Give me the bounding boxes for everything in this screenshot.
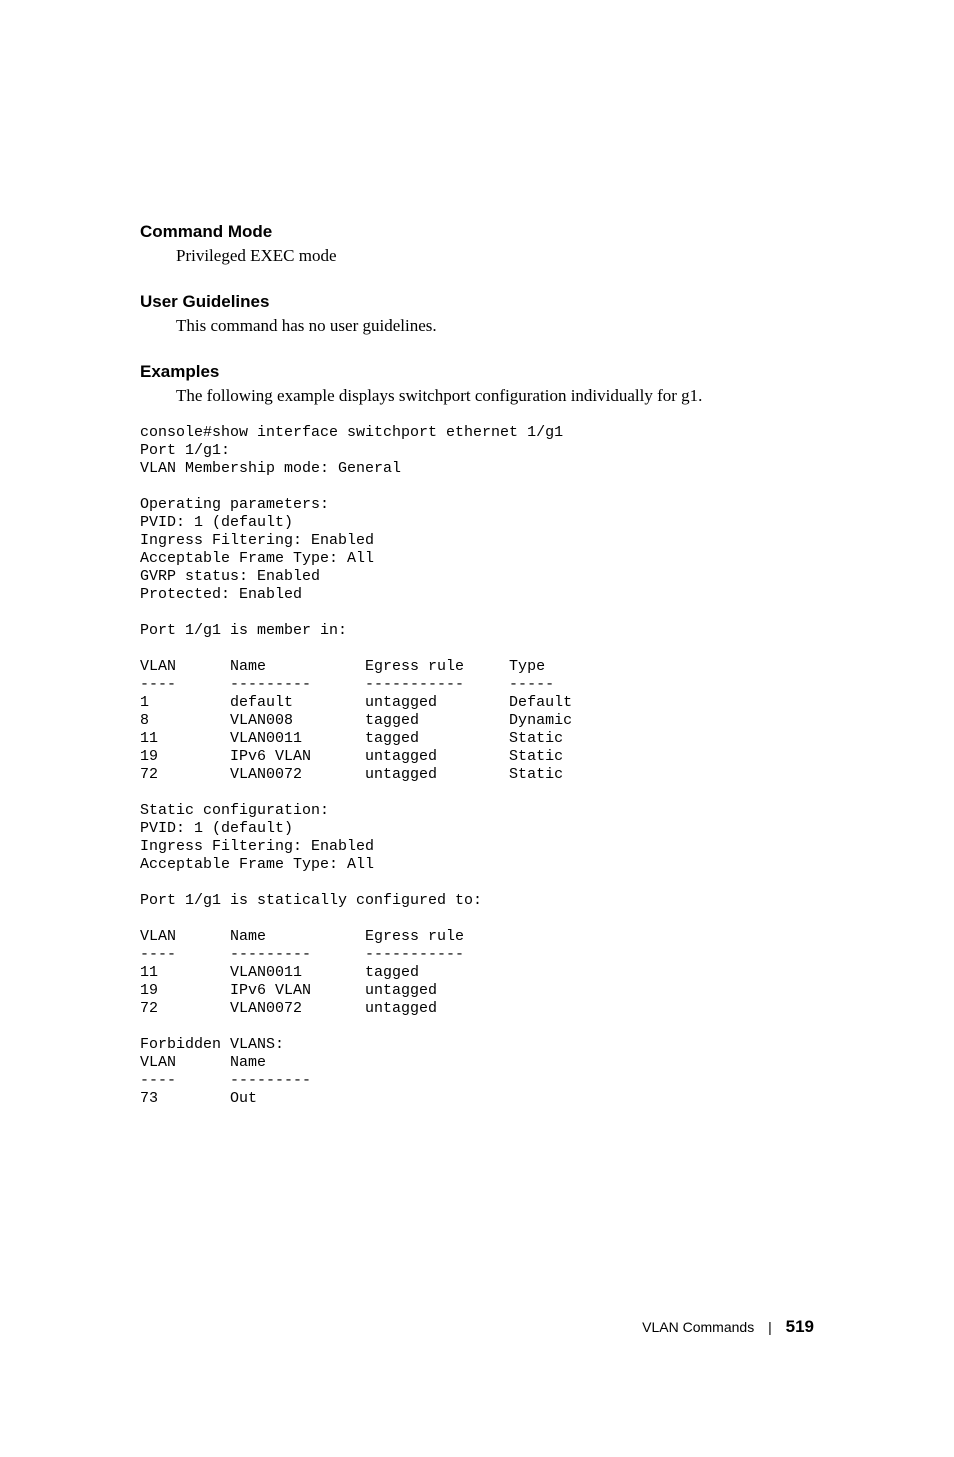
heading-examples: Examples bbox=[140, 362, 814, 382]
body-user-guidelines: This command has no user guidelines. bbox=[176, 316, 814, 336]
section-user-guidelines: User Guidelines This command has no user… bbox=[140, 292, 814, 336]
footer-page-number: 519 bbox=[786, 1317, 814, 1336]
page-container: Command Mode Privileged EXEC mode User G… bbox=[0, 222, 954, 1457]
code-output: console#show interface switchport ethern… bbox=[140, 424, 814, 1108]
section-examples: Examples The following example displays … bbox=[140, 362, 814, 406]
body-command-mode: Privileged EXEC mode bbox=[176, 246, 814, 266]
section-command-mode: Command Mode Privileged EXEC mode bbox=[140, 222, 814, 266]
footer-section: VLAN Commands bbox=[642, 1319, 754, 1335]
heading-user-guidelines: User Guidelines bbox=[140, 292, 814, 312]
body-examples: The following example displays switchpor… bbox=[176, 386, 814, 406]
heading-command-mode: Command Mode bbox=[140, 222, 814, 242]
page-footer: VLAN Commands | 519 bbox=[642, 1317, 814, 1337]
footer-separator: | bbox=[768, 1319, 772, 1335]
